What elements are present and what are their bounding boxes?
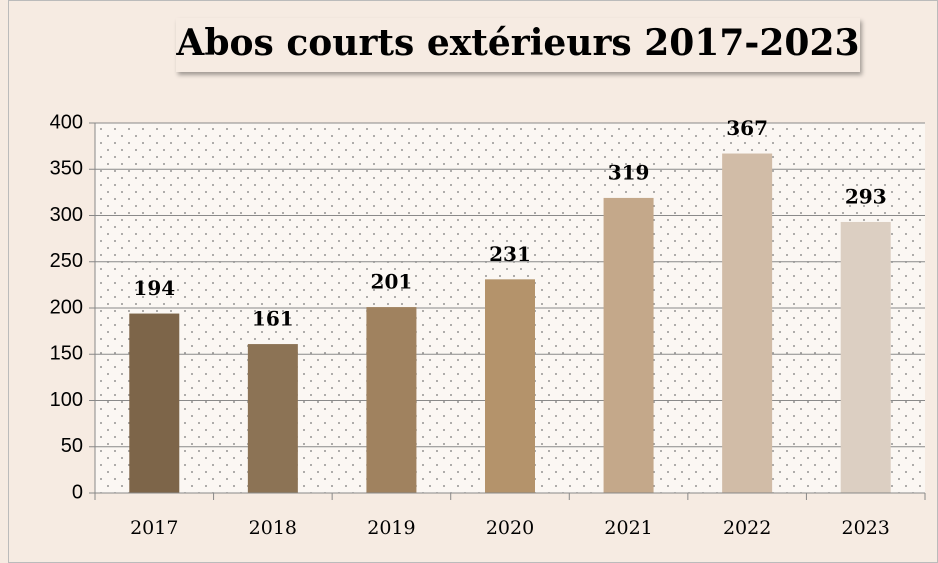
bar	[247, 344, 298, 493]
y-tick-label: 200	[50, 296, 83, 318]
data-label: 201	[371, 270, 413, 294]
x-tick-label: 2023	[842, 517, 890, 539]
data-label: 161	[252, 307, 294, 331]
x-tick-label: 2018	[249, 517, 297, 539]
data-label: 231	[489, 242, 531, 266]
bar	[129, 313, 180, 493]
bar	[840, 221, 891, 493]
title-box	[176, 18, 860, 72]
chart-title: Abos courts extérieurs 2017-2023	[175, 22, 859, 64]
y-tick-label: 150	[50, 343, 83, 365]
x-tick-label: 2021	[604, 517, 652, 539]
x-tick-label: 2020	[486, 517, 534, 539]
y-tick-label: 100	[50, 389, 83, 411]
data-label: 194	[133, 276, 175, 300]
bar	[366, 307, 417, 493]
y-tick-label: 250	[50, 250, 83, 272]
y-tick-label: 300	[50, 204, 83, 226]
y-tick-label: 350	[50, 158, 83, 180]
x-tick-label: 2022	[723, 517, 771, 539]
bar	[485, 279, 535, 493]
bar	[722, 153, 773, 493]
data-label: 367	[726, 116, 768, 140]
data-label: 319	[608, 160, 650, 184]
y-tick-label: 0	[72, 481, 83, 503]
bar	[603, 197, 654, 494]
y-tick-label: 50	[61, 435, 83, 457]
x-tick-label: 2019	[367, 517, 415, 539]
x-tick-label: 2017	[130, 517, 178, 539]
data-label: 293	[845, 184, 887, 208]
y-tick-label: 400	[50, 111, 83, 133]
